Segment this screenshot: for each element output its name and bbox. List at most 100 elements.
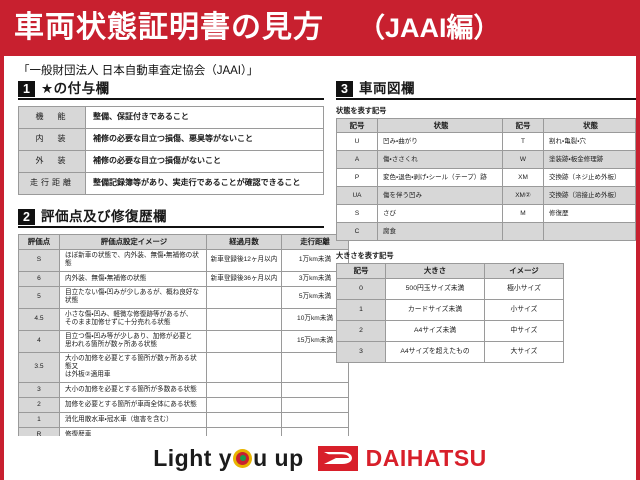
symbol-right <box>502 222 544 242</box>
table-row: 4 目立つ傷・凹み等が少しあり、加修が必要と 思われる箇所が数ヶ所ある状態 15… <box>18 329 349 353</box>
score-value: 6 <box>18 270 60 287</box>
section-1-heading: 1 ★の付与欄 <box>18 81 324 100</box>
state-right <box>543 222 636 242</box>
symbol-right: W <box>502 150 544 170</box>
score-value: 2 <box>18 396 60 413</box>
column-header-size: 大きさ <box>385 263 485 279</box>
score-value: 3 <box>18 381 60 398</box>
symbol-left: A <box>336 150 378 170</box>
score-image: 目立たない傷・凹みが少しあるが、概ね良好な状態 <box>59 285 207 309</box>
section-2-number: 2 <box>18 209 35 225</box>
column-header-mileage: 走行距離 <box>281 234 349 250</box>
score-value: 5 <box>18 285 60 309</box>
score-months <box>206 396 282 413</box>
state-right: 交換跡（溶接止め外板） <box>543 186 636 206</box>
section-2-heading: 2 評価点及び修復歴欄 <box>18 209 324 228</box>
score-value: S <box>18 249 60 272</box>
state-right: 塗装跡・板金修理跡 <box>543 150 636 170</box>
symbol-left: P <box>336 168 378 188</box>
table-row: 2 加修を必要とする箇所が車両全体にある状態 <box>18 396 349 413</box>
score-value: 3.5 <box>18 351 60 383</box>
score-value: 4.5 <box>18 307 60 331</box>
table-row: 4.5 小さな傷・凹み、軽微な修復跡等があるが、 そのまま加修せずに十分売れる状… <box>18 307 349 331</box>
column-header-state-2: 状態 <box>543 117 636 134</box>
section-3-heading: 3 車両図欄 <box>336 81 636 100</box>
table-row: 機 能 整備、保証付きであること <box>18 106 324 129</box>
tagline-part-2: u up <box>253 444 304 471</box>
daihatsu-d-mark-icon <box>323 452 352 464</box>
table-row: A 傷・ささくれ W 塗装跡・板金修理跡 <box>336 150 636 170</box>
score-image: 大小の加修を必要とする箇所が多数ある状態 <box>59 381 207 398</box>
score-image: 加修を必要とする箇所が車両全体にある状態 <box>59 396 207 413</box>
criteria-value: 整備記録簿等があり、実走行であることが確認できること <box>85 172 324 195</box>
column-header-score: 評価点 <box>18 234 60 250</box>
size-symbol: 3 <box>336 340 386 363</box>
page-title: 車両状態証明書の見方 <box>14 11 324 44</box>
score-months <box>206 285 282 309</box>
symbol-left: C <box>336 222 378 242</box>
score-months <box>206 307 282 331</box>
state-left: さび <box>377 204 503 224</box>
state-left: 変色・退色・剥げ・シール（テープ）跡 <box>377 168 503 188</box>
state-right: 修復歴 <box>543 204 636 224</box>
state-right: 割れ・亀裂・穴 <box>543 132 636 152</box>
table-header-row: 記号 大きさ イメージ <box>336 263 564 279</box>
state-left: 傷を伴う凹み <box>377 186 503 206</box>
score-image: 目立つ傷・凹み等が少しあり、加修が必要と 思われる箇所が数ヶ所ある状態 <box>59 329 207 353</box>
state-symbols-table: 記号 状態 記号 状態 U 凹み・曲がり T 割れ・亀裂・穴 A <box>336 117 636 242</box>
column-header-size-image: イメージ <box>484 263 564 279</box>
column-header-image: 評価点設定イメージ <box>59 234 207 250</box>
state-right: 交換跡（ネジ止め外板） <box>543 168 636 188</box>
column-header-size-symbol: 記号 <box>336 263 386 279</box>
table-row: 内 装 補修の必要な目立つ損傷、悪臭等がないこと <box>18 128 324 151</box>
size-symbols-table: 記号 大きさ イメージ 0 500円玉サイズ未満 極小サイズ 1 <box>336 263 564 363</box>
table-row: 1 消化用散水車・冠水車（塩害を含む） <box>18 411 349 428</box>
score-months <box>206 381 282 398</box>
score-value: 1 <box>18 411 60 428</box>
score-months: 新車登録後12ヶ月以内 <box>206 249 282 272</box>
score-months <box>206 411 282 428</box>
size-description: カードサイズ未満 <box>385 298 485 321</box>
state-left: 腐食 <box>377 222 503 242</box>
column-header-symbol-1: 記号 <box>336 117 378 134</box>
symbol-right: XM <box>502 168 544 188</box>
criteria-label: 外 装 <box>18 150 86 173</box>
right-column: 3 車両図欄 状態を表す記号 記号 状態 記号 状態 U 凹み・曲がり <box>336 81 636 468</box>
size-symbols-table-wrap: 記号 大きさ イメージ 0 500円玉サイズ未満 極小サイズ 1 <box>336 263 564 363</box>
table-row: 外 装 補修の必要な目立つ損傷がないこと <box>18 150 324 173</box>
left-column: 1 ★の付与欄 機 能 整備、保証付きであること 内 装 補修の必要な目立つ損傷… <box>18 81 349 468</box>
brand-name: DAIHATSU <box>365 444 487 471</box>
score-mileage: 10万km未満 <box>281 307 349 331</box>
score-months <box>206 329 282 353</box>
score-months <box>206 351 282 383</box>
evaluation-score-table: 評価点 評価点設定イメージ 経過月数 走行距離 S ほぼ新車の状態で、内外装、無… <box>18 234 349 443</box>
symbol-right: M <box>502 204 544 224</box>
symbol-left: S <box>336 204 378 224</box>
table-row: 6 内外装、無傷・無補修の状態 新車登録後36ヶ月以内 3万km未満 <box>18 270 349 287</box>
size-description: A4サイズを超えたもの <box>385 340 485 363</box>
daihatsu-emblem-icon <box>317 445 358 471</box>
page-subtitle: （JAAI編） <box>358 12 501 43</box>
table-row: S ほぼ新車の状態で、内外装、無傷・無補修の状態 新車登録後12ヶ月以内 1万k… <box>18 249 349 272</box>
symbol-right: T <box>502 132 544 152</box>
criteria-value: 補修の必要な目立つ損傷がないこと <box>85 150 324 173</box>
size-symbol: 0 <box>336 277 386 300</box>
footer-content: Light y u up DAIHATSU <box>4 436 636 480</box>
star-criteria-table: 機 能 整備、保証付きであること 内 装 補修の必要な目立つ損傷、悪臭等がないこ… <box>18 106 324 195</box>
table-row: U 凹み・曲がり T 割れ・亀裂・穴 <box>336 132 636 152</box>
table-row: UA 傷を伴う凹み XM② 交換跡（溶接止め外板） <box>336 186 636 206</box>
table-row: 3 大小の加修を必要とする箇所が多数ある状態 <box>18 381 349 398</box>
size-image: 中サイズ <box>484 319 564 342</box>
table-row: 5 目立たない傷・凹みが少しあるが、概ね良好な状態 5万km未満 <box>18 285 349 309</box>
score-value: 4 <box>18 329 60 353</box>
ring-o-icon <box>233 448 253 468</box>
table-row: C 腐食 <box>336 222 636 242</box>
tagline-part-1: Light y <box>153 444 233 471</box>
table-row: 3.5 大小の加修を必要とする箇所が数ヶ所ある状態又 は外板②適用車 <box>18 351 349 383</box>
table-row: 1 カードサイズ未満 小サイズ <box>336 298 564 321</box>
size-symbol: 2 <box>336 319 386 342</box>
size-symbols-caption: 大きさを表す記号 <box>336 251 394 261</box>
score-image: 大小の加修を必要とする箇所が数ヶ所ある状態又 は外板②適用車 <box>59 351 207 383</box>
table-row: P 変色・退色・剥げ・シール（テープ）跡 XM 交換跡（ネジ止め外板） <box>336 168 636 188</box>
table-row: 3 A4サイズを超えたもの 大サイズ <box>336 340 564 363</box>
